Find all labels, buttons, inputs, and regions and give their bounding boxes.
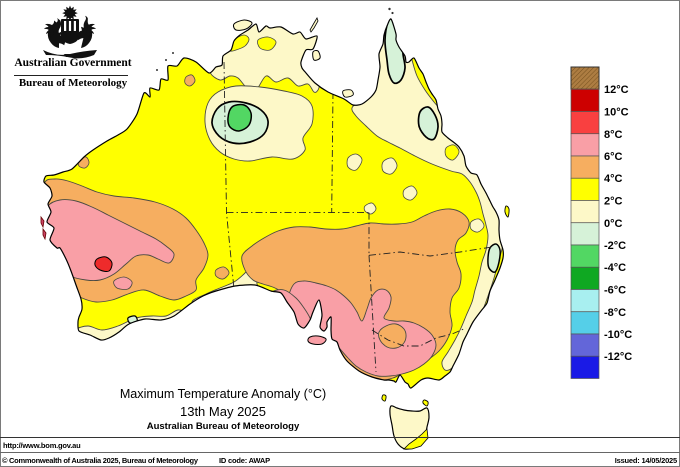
svg-text:4°C: 4°C — [604, 173, 623, 185]
svg-text:10°C: 10°C — [604, 107, 629, 119]
svg-text:-4°C: -4°C — [604, 262, 626, 274]
svg-text:12°C: 12°C — [604, 84, 629, 96]
svg-text:2°C: 2°C — [604, 196, 623, 208]
svg-text:6°C: 6°C — [604, 151, 623, 163]
svg-text:8°C: 8°C — [604, 129, 623, 141]
svg-text:-8°C: -8°C — [604, 307, 626, 319]
svg-text:0°C: 0°C — [604, 218, 623, 230]
svg-text:-6°C: -6°C — [604, 285, 626, 297]
svg-text:-10°C: -10°C — [604, 329, 632, 341]
svg-text:-12°C: -12°C — [604, 351, 632, 363]
svg-text:-2°C: -2°C — [604, 240, 626, 252]
